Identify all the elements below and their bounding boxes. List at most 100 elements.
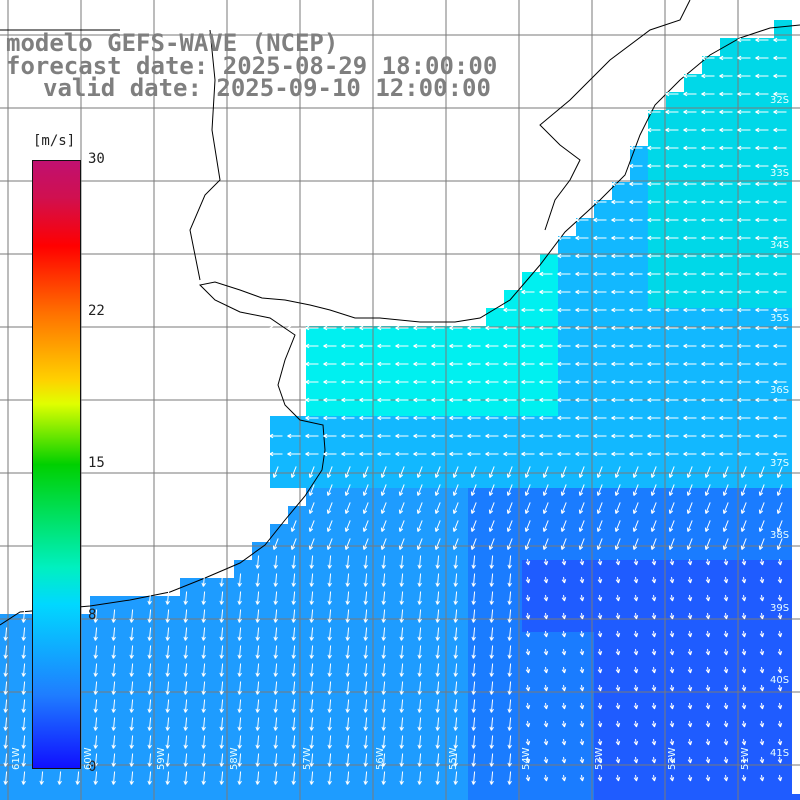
wind-speed-cell	[684, 272, 702, 290]
wind-arrow	[773, 109, 787, 115]
wind-arrow	[561, 774, 567, 782]
wind-arrow	[737, 217, 751, 223]
lon-label: 57W	[302, 747, 313, 770]
wind-arrow	[687, 720, 693, 728]
wind-arrow	[776, 538, 783, 550]
wind-arrow	[470, 502, 477, 514]
wind-arrow	[489, 627, 494, 641]
wind-speed-cells	[0, 20, 800, 800]
wind-speed-cell	[630, 542, 648, 560]
wind-speed-cell	[594, 740, 612, 758]
wind-arrow	[773, 397, 787, 403]
wind-speed-cell	[504, 632, 522, 650]
wind-speed-cell	[666, 758, 684, 776]
wind-arrow	[503, 451, 517, 457]
wind-arrow	[579, 756, 585, 764]
wind-arrow	[704, 520, 711, 532]
wind-speed-cell	[648, 218, 666, 236]
wind-arrow	[701, 433, 715, 439]
lat-label: 41S	[770, 748, 790, 759]
wind-arrow	[147, 609, 152, 623]
wind-arrow	[287, 433, 301, 439]
wind-speed-cell	[540, 506, 558, 524]
wind-speed-cell	[414, 650, 432, 668]
wind-speed-cell	[558, 416, 576, 434]
wind-speed-cell	[306, 722, 324, 740]
wind-arrow	[758, 520, 765, 532]
wind-speed-cell	[702, 506, 720, 524]
wind-speed-cell	[720, 146, 738, 164]
wind-speed-cell	[684, 416, 702, 434]
wind-arrow	[413, 415, 427, 421]
wind-speed-cell	[144, 776, 162, 794]
wind-speed-cell	[288, 794, 306, 800]
wind-arrow	[377, 433, 391, 439]
wind-speed-cell	[378, 380, 396, 398]
wind-arrow	[687, 576, 693, 584]
wind-speed-cell	[720, 38, 738, 56]
wind-speed-cell	[612, 740, 630, 758]
wind-arrow	[701, 199, 715, 205]
wind-arrow	[668, 466, 675, 478]
wind-arrow	[701, 91, 715, 97]
wind-speed-cell	[774, 38, 792, 56]
wind-speed-cell	[720, 542, 738, 560]
wind-speed-cell	[774, 776, 792, 794]
wind-speed-cell	[432, 452, 450, 470]
wind-arrow	[575, 307, 589, 313]
wind-arrow	[597, 666, 603, 674]
wind-speed-cell	[558, 668, 576, 686]
wind-speed-cell	[252, 650, 270, 668]
wind-speed-cell	[558, 542, 576, 560]
wind-arrow	[740, 538, 747, 550]
wind-speed-cell	[342, 488, 360, 506]
wind-speed-cell	[738, 488, 756, 506]
wind-speed-cell	[0, 632, 18, 650]
wind-arrow	[755, 379, 769, 385]
wind-speed-cell	[216, 614, 234, 632]
wind-arrow	[345, 771, 350, 785]
wind-speed-cell	[324, 416, 342, 434]
wind-arrow	[467, 379, 481, 385]
wind-arrow	[683, 253, 697, 259]
wind-arrow	[417, 681, 422, 695]
wind-arrow	[705, 666, 711, 674]
wind-arrow	[417, 753, 422, 767]
wind-arrow	[741, 684, 747, 692]
wind-speed-cell	[666, 182, 684, 200]
wind-speed-cell	[396, 452, 414, 470]
wind-speed-cell	[558, 398, 576, 416]
wind-arrow	[431, 343, 445, 349]
wind-arrow	[237, 627, 242, 641]
wind-arrow	[273, 681, 278, 695]
wind-arrow	[665, 325, 679, 331]
wind-arrow	[683, 271, 697, 277]
wind-speed-cell	[558, 722, 576, 740]
wind-speed-cell	[180, 632, 198, 650]
wind-speed-cell	[180, 650, 198, 668]
wind-arrow	[758, 484, 765, 496]
wind-speed-cell	[738, 56, 756, 74]
wind-speed-cell	[108, 722, 126, 740]
wind-speed-cell	[432, 380, 450, 398]
wind-speed-cell	[576, 254, 594, 272]
wind-speed-cell	[270, 614, 288, 632]
wind-speed-cell	[738, 92, 756, 110]
wind-arrow	[629, 361, 643, 367]
wind-speed-cell	[630, 668, 648, 686]
wind-arrow	[291, 591, 296, 605]
wind-speed-cell	[540, 650, 558, 668]
wind-speed-cell	[558, 596, 576, 614]
wind-speed-cell	[522, 596, 540, 614]
wind-arrow	[665, 271, 679, 277]
wind-speed-cell	[414, 596, 432, 614]
wind-arrow	[327, 771, 332, 785]
wind-speed-cell	[684, 434, 702, 452]
wind-speed-cell	[648, 416, 666, 434]
wind-speed-cell	[396, 362, 414, 380]
wind-arrow	[21, 645, 26, 659]
wind-arrow	[737, 199, 751, 205]
wind-speed-cell	[270, 722, 288, 740]
wind-speed-cell	[288, 614, 306, 632]
wind-speed-cell	[540, 398, 558, 416]
